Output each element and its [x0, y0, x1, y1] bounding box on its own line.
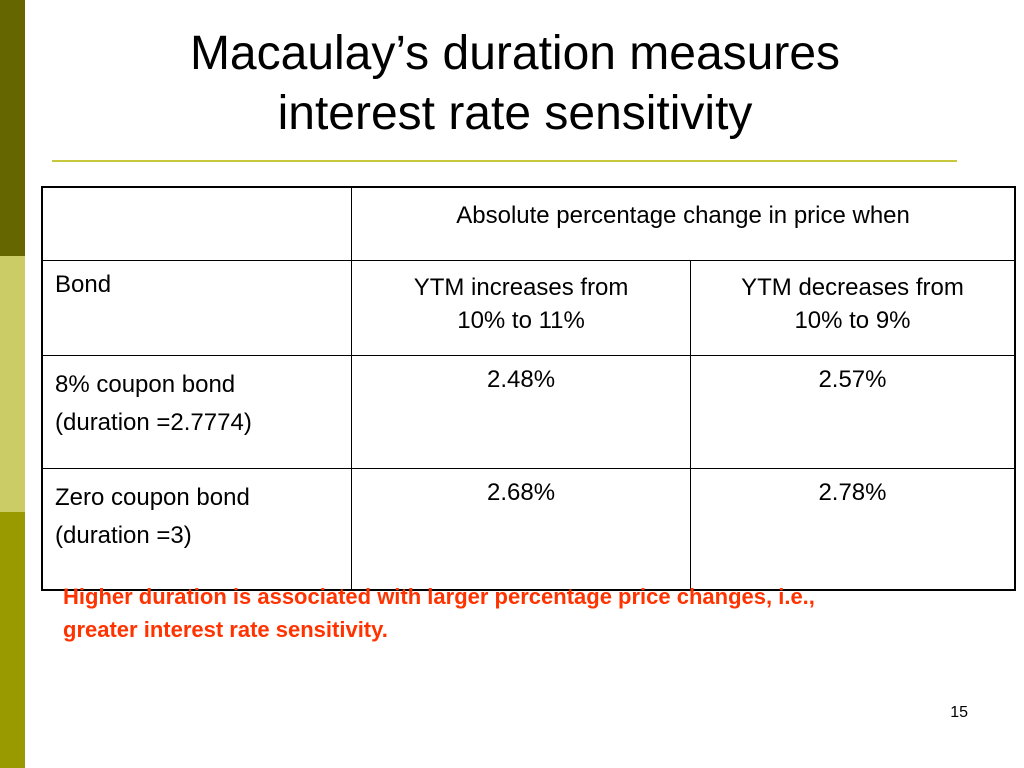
bond-duration: (duration =2.7774)	[55, 409, 252, 436]
table-row: 8% coupon bond (duration =2.7774) 2.48% …	[41, 355, 1016, 469]
bond-duration: (duration =3)	[55, 522, 192, 549]
bond-name: Zero coupon bond	[55, 484, 250, 511]
decrease-value: 2.57%	[689, 355, 1016, 469]
subheader-ytm-increase-line1: YTM increases from	[413, 274, 629, 301]
header-empty-cell	[41, 186, 353, 261]
subheader-ytm-decrease-line1: YTM decreases from	[741, 274, 964, 301]
bond-cell: 8% coupon bond (duration =2.7774)	[41, 355, 353, 469]
bond-name: 8% coupon bond	[55, 371, 236, 398]
sidebar-band-bottom	[0, 512, 25, 768]
duration-table: Absolute percentage change in price when…	[41, 186, 1016, 591]
summary-note: Higher duration is associated with large…	[63, 584, 815, 642]
subheader-ytm-decrease: YTM decreases from 10% to 9%	[689, 260, 1016, 356]
page-number: 15	[950, 704, 968, 721]
subheader-ytm-decrease-line2: 10% to 9%	[794, 307, 911, 334]
decrease-value: 2.78%	[689, 468, 1016, 591]
increase-value: 2.48%	[351, 355, 691, 469]
sidebar-band-middle	[0, 256, 25, 512]
sidebar-band-top	[0, 0, 25, 256]
header-span-cell: Absolute percentage change in price when	[351, 186, 1016, 261]
title-divider	[52, 160, 957, 162]
title-line-1: Macaulay’s duration measures	[189, 27, 841, 80]
table-header-row: Absolute percentage change in price when	[41, 186, 1016, 261]
slide-title: Macaulay’s duration measures interest ra…	[60, 24, 970, 144]
increase-value: 2.68%	[351, 468, 691, 591]
title-line-2: interest rate sensitivity	[277, 87, 753, 140]
table-row: Zero coupon bond (duration =3) 2.68% 2.7…	[41, 468, 1016, 591]
subheader-bond: Bond	[41, 260, 353, 356]
table-subheader-row: Bond YTM increases from 10% to 11% YTM d…	[41, 260, 1016, 356]
bond-cell: Zero coupon bond (duration =3)	[41, 468, 353, 591]
subheader-ytm-increase: YTM increases from 10% to 11%	[351, 260, 691, 356]
subheader-ytm-increase-line2: 10% to 11%	[457, 307, 585, 334]
